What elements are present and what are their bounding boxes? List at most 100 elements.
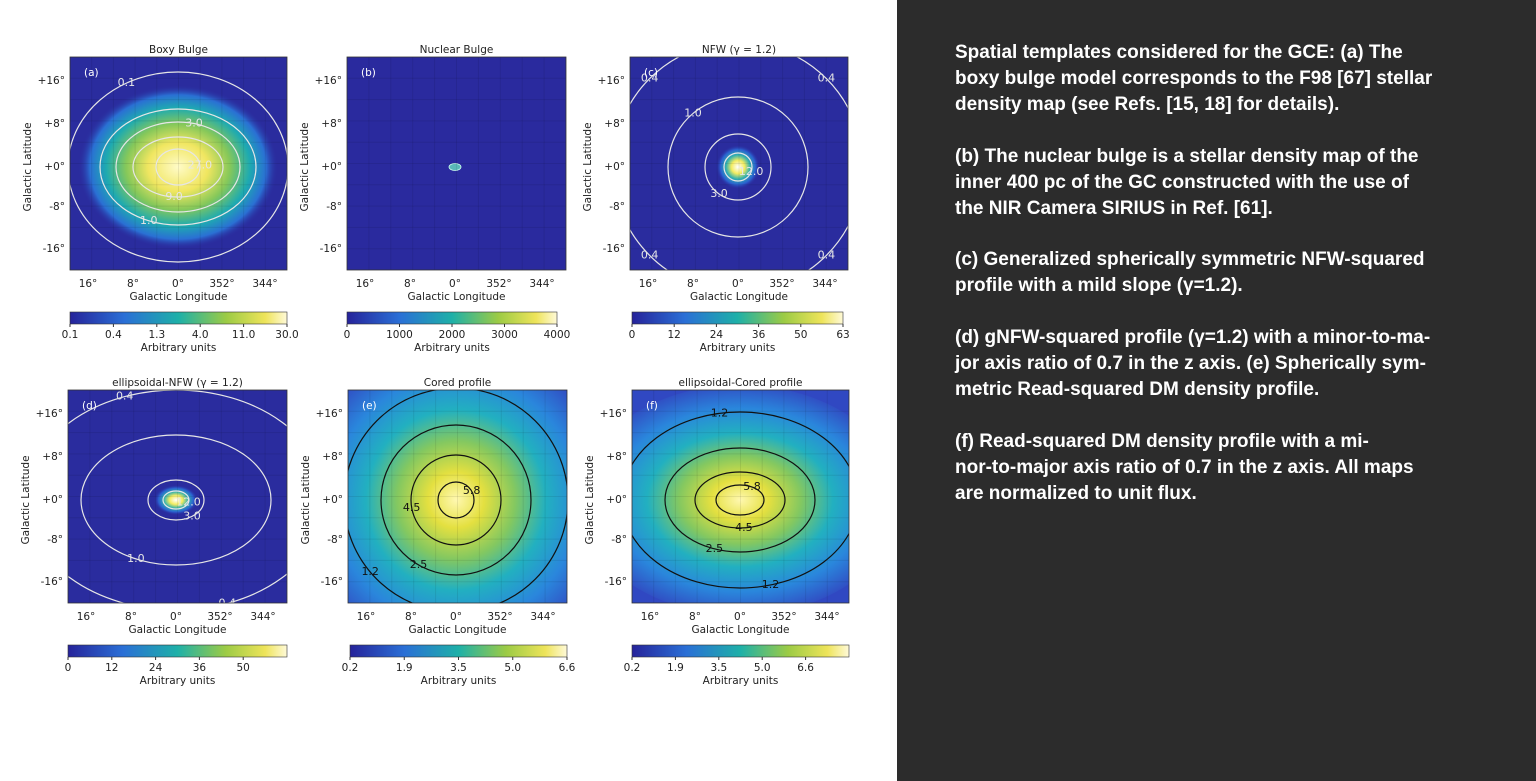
contour-label: 1.0 [127, 552, 145, 565]
y-tick-label: -16° [321, 576, 343, 588]
contour-label: 1.2 [361, 565, 379, 578]
heatmap-glow [716, 145, 760, 189]
colorbar-tick-label: 63 [836, 329, 849, 341]
heatmap: 1.2 1.2 2.5 4.5 5.8 [632, 390, 849, 603]
y-tick-label: +0° [606, 494, 627, 506]
x-axis-label: Galactic Longitude [408, 624, 506, 636]
caption-line: (b) The nuclear bulge is a stellar densi… [955, 146, 1419, 167]
colorbar-tick-label: 12 [668, 329, 681, 341]
colorbar-label: Arbitrary units [421, 675, 497, 687]
heatmap-glow [154, 485, 198, 515]
y-tick-label: +0° [42, 494, 63, 506]
x-tick-label: 344° [812, 278, 837, 290]
heatmap-glow [632, 390, 849, 603]
colorbar-tick-label: 1.9 [667, 662, 684, 674]
y-axis-label: Galactic Latitude [582, 122, 594, 211]
y-tick-label: -8° [47, 534, 63, 546]
y-tick-label: +8° [44, 118, 65, 130]
colorbar-tick-label: 0.4 [105, 329, 122, 341]
contour [380, 424, 532, 576]
plot-frame [347, 389, 568, 604]
contour [162, 490, 190, 510]
y-tick-label: +16° [36, 408, 63, 420]
colorbar-tick-label: 36 [193, 662, 207, 674]
x-tick-label: 352° [771, 611, 796, 623]
x-axis-label: Galactic Longitude [129, 291, 227, 303]
y-tick-label: +0° [322, 494, 343, 506]
contour [694, 471, 786, 529]
heatmap: 0.1 1.0 3.0 9.0 27.0 [70, 57, 287, 270]
x-tick-label: 0° [734, 611, 746, 623]
colorbar [346, 311, 558, 325]
colorbar-tick-label: 1.3 [148, 329, 165, 341]
colorbar-tick-label: 0 [344, 329, 351, 341]
contour-label: 3.0 [710, 187, 728, 200]
x-tick-label: 352° [207, 611, 232, 623]
caption-line: jor axis ratio of 0.7 in the z axis. (e)… [954, 353, 1426, 374]
y-tick-label: -8° [327, 534, 343, 546]
contour [667, 96, 809, 238]
contour-label: 0.4 [641, 248, 659, 261]
contour [704, 133, 772, 201]
colorbar-tick-label: 0.2 [624, 662, 641, 674]
colorbar-tick-label: 11.0 [232, 329, 255, 341]
x-tick-label: 16° [77, 611, 96, 623]
contour [132, 136, 224, 198]
caption-line: inner 400 pc of the GC constructed with … [955, 172, 1410, 193]
contour-label: 4.5 [735, 521, 753, 534]
x-tick-label: 344° [530, 611, 555, 623]
x-tick-label: 352° [487, 611, 512, 623]
contour [437, 481, 475, 519]
caption-line: metric Read-squared DM density profile. [955, 379, 1319, 400]
colorbar-tick-label: 4.0 [192, 329, 209, 341]
contour-label: 0.1 [118, 76, 136, 89]
caption-line: are normalized to unit flux. [955, 483, 1197, 504]
y-tick-label: -16° [43, 243, 65, 255]
caption-line: boxy bulge model corresponds to the F98 … [955, 68, 1433, 89]
panel-title: ellipsoidal-Cored profile [679, 377, 803, 389]
colorbar-tick-label: 30.0 [275, 329, 298, 341]
plot-frame [67, 389, 288, 604]
x-tick-label: 0° [450, 611, 462, 623]
contour [80, 434, 272, 566]
x-tick-label: 8° [405, 611, 417, 623]
x-tick-label: 352° [769, 278, 794, 290]
panel-label: (e) [362, 400, 377, 412]
x-tick-label: 8° [687, 278, 699, 290]
panel-title: NFW (γ = 1.2) [702, 44, 776, 56]
colorbar [631, 644, 850, 658]
panel-label: (b) [361, 67, 376, 79]
x-tick-label: 0° [172, 278, 184, 290]
y-tick-label: +16° [316, 408, 343, 420]
colorbar-label: Arbitrary units [140, 675, 216, 687]
y-tick-label: +0° [44, 161, 65, 173]
heatmap: 0.4 0.4 1.0 3.012.0 [68, 390, 287, 603]
contour-label: 2.5 [706, 542, 724, 555]
contour-label: 1.0 [140, 214, 158, 227]
x-tick-label: 352° [486, 278, 511, 290]
x-axis-label: Galactic Longitude [691, 624, 789, 636]
caption-line: Spatial templates considered for the GCE… [955, 42, 1403, 63]
plot-frame [346, 56, 567, 271]
y-axis-label: Galactic Latitude [584, 455, 596, 544]
x-tick-label: 8° [127, 278, 139, 290]
caption-line: nor-to-major axis ratio of 0.7 in the z … [955, 457, 1414, 478]
contour-label: 0.4 [641, 72, 659, 85]
y-axis-label: Galactic Latitude [299, 122, 311, 211]
caption-line: (d) gNFW-squared profile (γ=1.2) with a … [955, 327, 1430, 348]
x-tick-label: 0° [732, 278, 744, 290]
contour-label: 4.5 [403, 501, 421, 514]
y-axis-label: Galactic Latitude [22, 122, 34, 211]
colorbar-tick-label: 50 [237, 662, 250, 674]
y-tick-label: +8° [606, 451, 627, 463]
contour-label: 0.4 [116, 390, 134, 403]
contour-label: 1.2 [711, 406, 729, 419]
y-tick-label: +16° [598, 75, 625, 87]
y-tick-label: +16° [600, 408, 627, 420]
y-tick-label: -8° [326, 201, 342, 213]
contour-label: 0.4 [818, 248, 836, 261]
contour [70, 71, 287, 263]
x-tick-label: 8° [125, 611, 137, 623]
x-axis-label: Galactic Longitude [690, 291, 788, 303]
plot-frame [629, 56, 849, 271]
